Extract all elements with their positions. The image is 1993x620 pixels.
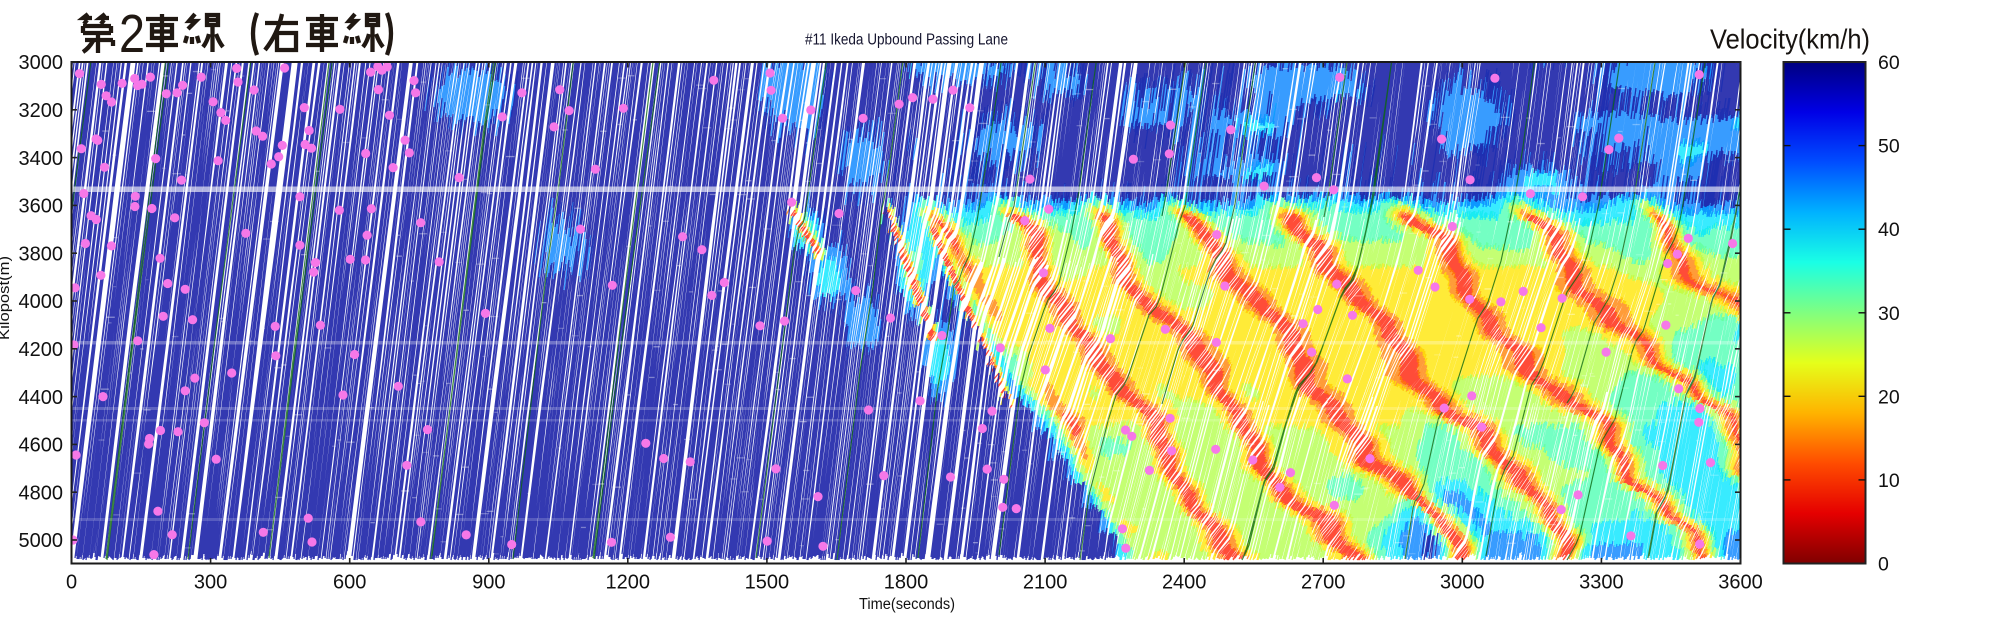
svg-text:2: 2 (119, 4, 145, 64)
svg-text:5000: 5000 (19, 530, 64, 552)
svg-text:1200: 1200 (606, 572, 651, 594)
svg-text:900: 900 (472, 572, 505, 594)
svg-text:1500: 1500 (745, 572, 790, 594)
svg-text:10: 10 (1878, 470, 1900, 492)
svg-text:600: 600 (333, 572, 366, 594)
svg-text:4600: 4600 (19, 435, 64, 457)
svg-text:3600: 3600 (19, 196, 64, 218)
svg-text:3200: 3200 (19, 100, 64, 122)
svg-text:3800: 3800 (19, 243, 64, 265)
svg-text:50: 50 (1878, 136, 1900, 158)
svg-text:Kilopost(m): Kilopost(m) (0, 256, 13, 340)
svg-text:4400: 4400 (19, 387, 64, 409)
svg-text:4200: 4200 (19, 339, 64, 361)
svg-text:60: 60 (1878, 52, 1900, 74)
svg-text:0: 0 (1878, 554, 1889, 576)
svg-text:40: 40 (1878, 219, 1900, 241)
svg-text:2400: 2400 (1162, 572, 1207, 594)
svg-text:4000: 4000 (19, 291, 64, 313)
svg-text:3600: 3600 (1718, 572, 1763, 594)
svg-text:30: 30 (1878, 303, 1900, 325)
svg-text:300: 300 (194, 572, 227, 594)
svg-text:3400: 3400 (19, 148, 64, 170)
svg-text:1800: 1800 (884, 572, 929, 594)
svg-text:20: 20 (1878, 386, 1900, 408)
svg-text:Velocity(km/h): Velocity(km/h) (1710, 24, 1870, 55)
svg-text:3000: 3000 (1440, 572, 1485, 594)
svg-text:3000: 3000 (19, 52, 64, 74)
svg-text:0: 0 (66, 572, 77, 594)
svg-text:3300: 3300 (1579, 572, 1624, 594)
svg-text:4800: 4800 (19, 482, 64, 504)
svg-text:2700: 2700 (1301, 572, 1346, 594)
svg-text:Time(seconds): Time(seconds) (859, 596, 955, 613)
svg-text:#11 Ikeda Upbound Passing Lane: #11 Ikeda Upbound Passing Lane (805, 32, 1008, 49)
svg-text:2100: 2100 (1023, 572, 1068, 594)
